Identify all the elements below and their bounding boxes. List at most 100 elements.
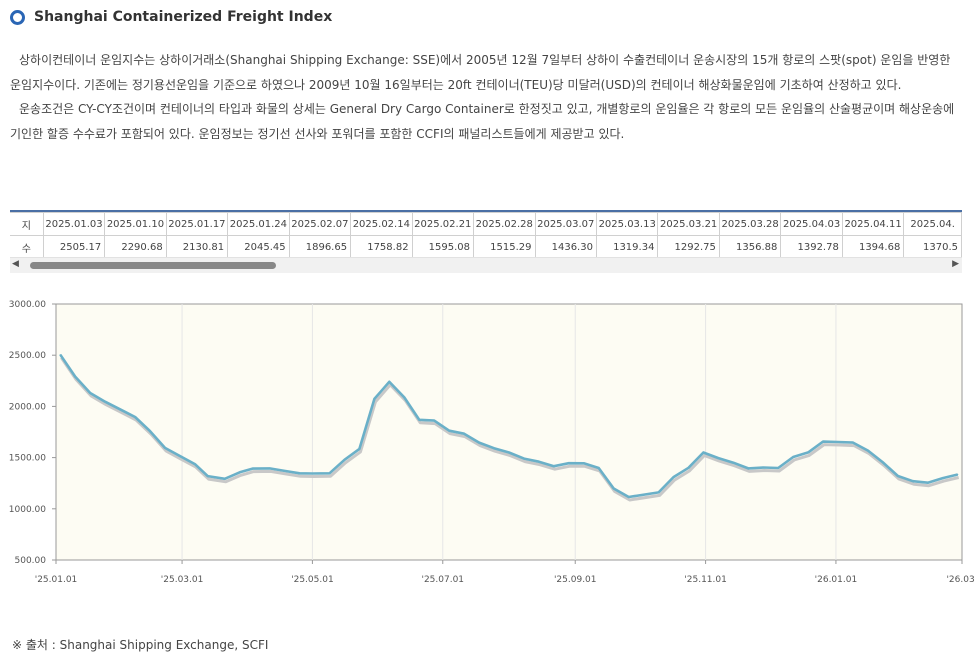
data-point: [583, 462, 585, 464]
table-cell-date: 2025.01.17: [165, 212, 229, 236]
table-cell-date: 2025.02.07: [288, 212, 352, 236]
scrollbar-thumb[interactable]: [30, 262, 276, 269]
series-line-shadow: [60, 356, 960, 502]
data-point: [897, 475, 899, 477]
data-point: [239, 471, 241, 473]
data-point: [134, 416, 136, 418]
data-point: [538, 461, 540, 463]
table-row-dates: 지 2025.01.03 2025.01.10 2025.01.17 2025.01.…: [10, 212, 962, 236]
y-tick-label: 2000.00: [9, 402, 46, 412]
data-point: [493, 447, 495, 449]
data-point: [628, 496, 630, 498]
table-cell-value: 2505.17: [42, 235, 106, 259]
data-point: [269, 467, 271, 469]
data-point: [388, 381, 390, 383]
data-point: [702, 451, 705, 454]
data-point: [927, 482, 929, 484]
table-cell-value: 2045.45: [227, 235, 290, 259]
data-point: [957, 473, 959, 476]
circle-bullet-icon: [10, 9, 25, 25]
table-row-values: 수 2505.17 2290.68 2130.81 2045.45 1896.65 175…: [10, 235, 962, 259]
data-point: [822, 441, 824, 443]
table-cell-value: 1370.5: [903, 235, 962, 259]
source-note: ※ 출처 : Shanghai Shipping Exchange, SCFI: [12, 638, 269, 652]
data-point: [553, 465, 555, 467]
data-point: [657, 491, 660, 494]
data-point: [568, 462, 570, 464]
table-cell-date: 2025.02.21: [411, 212, 475, 236]
data-point: [433, 420, 435, 422]
freight-index-chart: 3000.00 2500.00 2000.00 1500.00 1000.00 500.0…: [9, 300, 975, 585]
data-point: [687, 467, 690, 469]
data-point: [762, 466, 764, 469]
table-cell-value: 1292.75: [657, 235, 720, 259]
x-tick-label: '25.07.01: [421, 575, 464, 585]
table-cell-value: 1758.82: [350, 235, 413, 259]
table-cell-date: 2025.03.28: [718, 212, 782, 236]
table-cell-value: 1515.29: [473, 235, 536, 259]
y-tick-label: 3000.00: [9, 300, 46, 310]
data-point: [523, 458, 525, 460]
data-point: [478, 442, 480, 444]
data-point: [867, 450, 869, 452]
data-point: [882, 461, 884, 464]
y-tick-label: 1000.00: [9, 505, 46, 515]
y-tick-label: 2500.00: [9, 351, 46, 361]
table-cell-date: 2025.04.03: [780, 212, 843, 236]
description-paragraph-1: 상하이컨테이너 운임지수는 상하이거래소(Shanghai Shipping E…: [10, 53, 951, 92]
data-point: [837, 441, 839, 443]
data-point: [194, 463, 196, 465]
data-point: [448, 430, 450, 432]
data-point: [328, 472, 331, 474]
data-point: [104, 401, 106, 403]
table-cell-value: 1319.34: [595, 235, 659, 259]
data-point: [373, 398, 375, 400]
plot-area: [55, 303, 963, 561]
data-point: [852, 442, 854, 444]
table-cell-value: 1392.78: [780, 235, 843, 259]
table-cell-value: 1896.65: [288, 235, 352, 259]
data-point: [251, 467, 254, 470]
index-table-container[interactable]: 지 2025.01.03 2025.01.10 2025.01.17 2025.01.…: [10, 210, 962, 276]
data-point: [207, 475, 209, 477]
x-tick-label: '26.03.: [946, 575, 975, 585]
x-tick-label: '25.11.01: [684, 575, 727, 585]
x-tick-label: '26.01.01: [815, 575, 858, 585]
table-cell-date: 2025.04.: [903, 212, 962, 236]
index-table: 지 2025.01.03 2025.01.10 2025.01.17 2025.01.…: [10, 212, 962, 259]
x-tick-label: '25.09.01: [554, 575, 597, 585]
data-point: [613, 487, 615, 490]
title-row: Shanghai Containerized Freight Index: [10, 6, 332, 28]
data-point: [717, 457, 720, 459]
data-point: [747, 467, 749, 469]
data-point: [942, 477, 944, 479]
data-point: [179, 455, 181, 457]
description: 상하이컨테이너 운임지수는 상하이거래소(Shanghai Shipping E…: [10, 48, 965, 146]
table-scrollbar[interactable]: ◀ ▶: [10, 257, 962, 273]
data-point: [358, 448, 361, 450]
data-point: [777, 467, 779, 469]
data-point: [508, 451, 510, 454]
x-tick-label: '25.03.01: [161, 575, 204, 585]
table-cell-value: 1595.08: [411, 235, 475, 259]
table-cell-value: 1436.30: [534, 235, 597, 259]
data-point: [284, 470, 286, 472]
table-cell-value: 2130.81: [165, 235, 229, 259]
data-point: [343, 459, 346, 461]
data-point: [164, 447, 166, 449]
data-point: [298, 472, 301, 474]
table-cell-value: 1356.88: [718, 235, 782, 259]
scroll-right-arrow-icon[interactable]: ▶: [952, 259, 959, 269]
data-point: [89, 392, 91, 394]
data-point: [418, 419, 420, 421]
data-point: [912, 480, 914, 482]
scroll-left-arrow-icon[interactable]: ◀: [12, 259, 19, 269]
data-point: [74, 376, 76, 378]
y-tick-label: 500.00: [15, 556, 47, 566]
data-point: [59, 354, 61, 356]
table-cell-date: 2025.03.21: [657, 212, 720, 236]
table-cell-value: 2290.68: [104, 235, 167, 259]
y-tick-label: 1500.00: [9, 454, 46, 464]
row-label-value: 수: [10, 235, 44, 259]
table-cell-date: 2025.03.13: [595, 212, 659, 236]
